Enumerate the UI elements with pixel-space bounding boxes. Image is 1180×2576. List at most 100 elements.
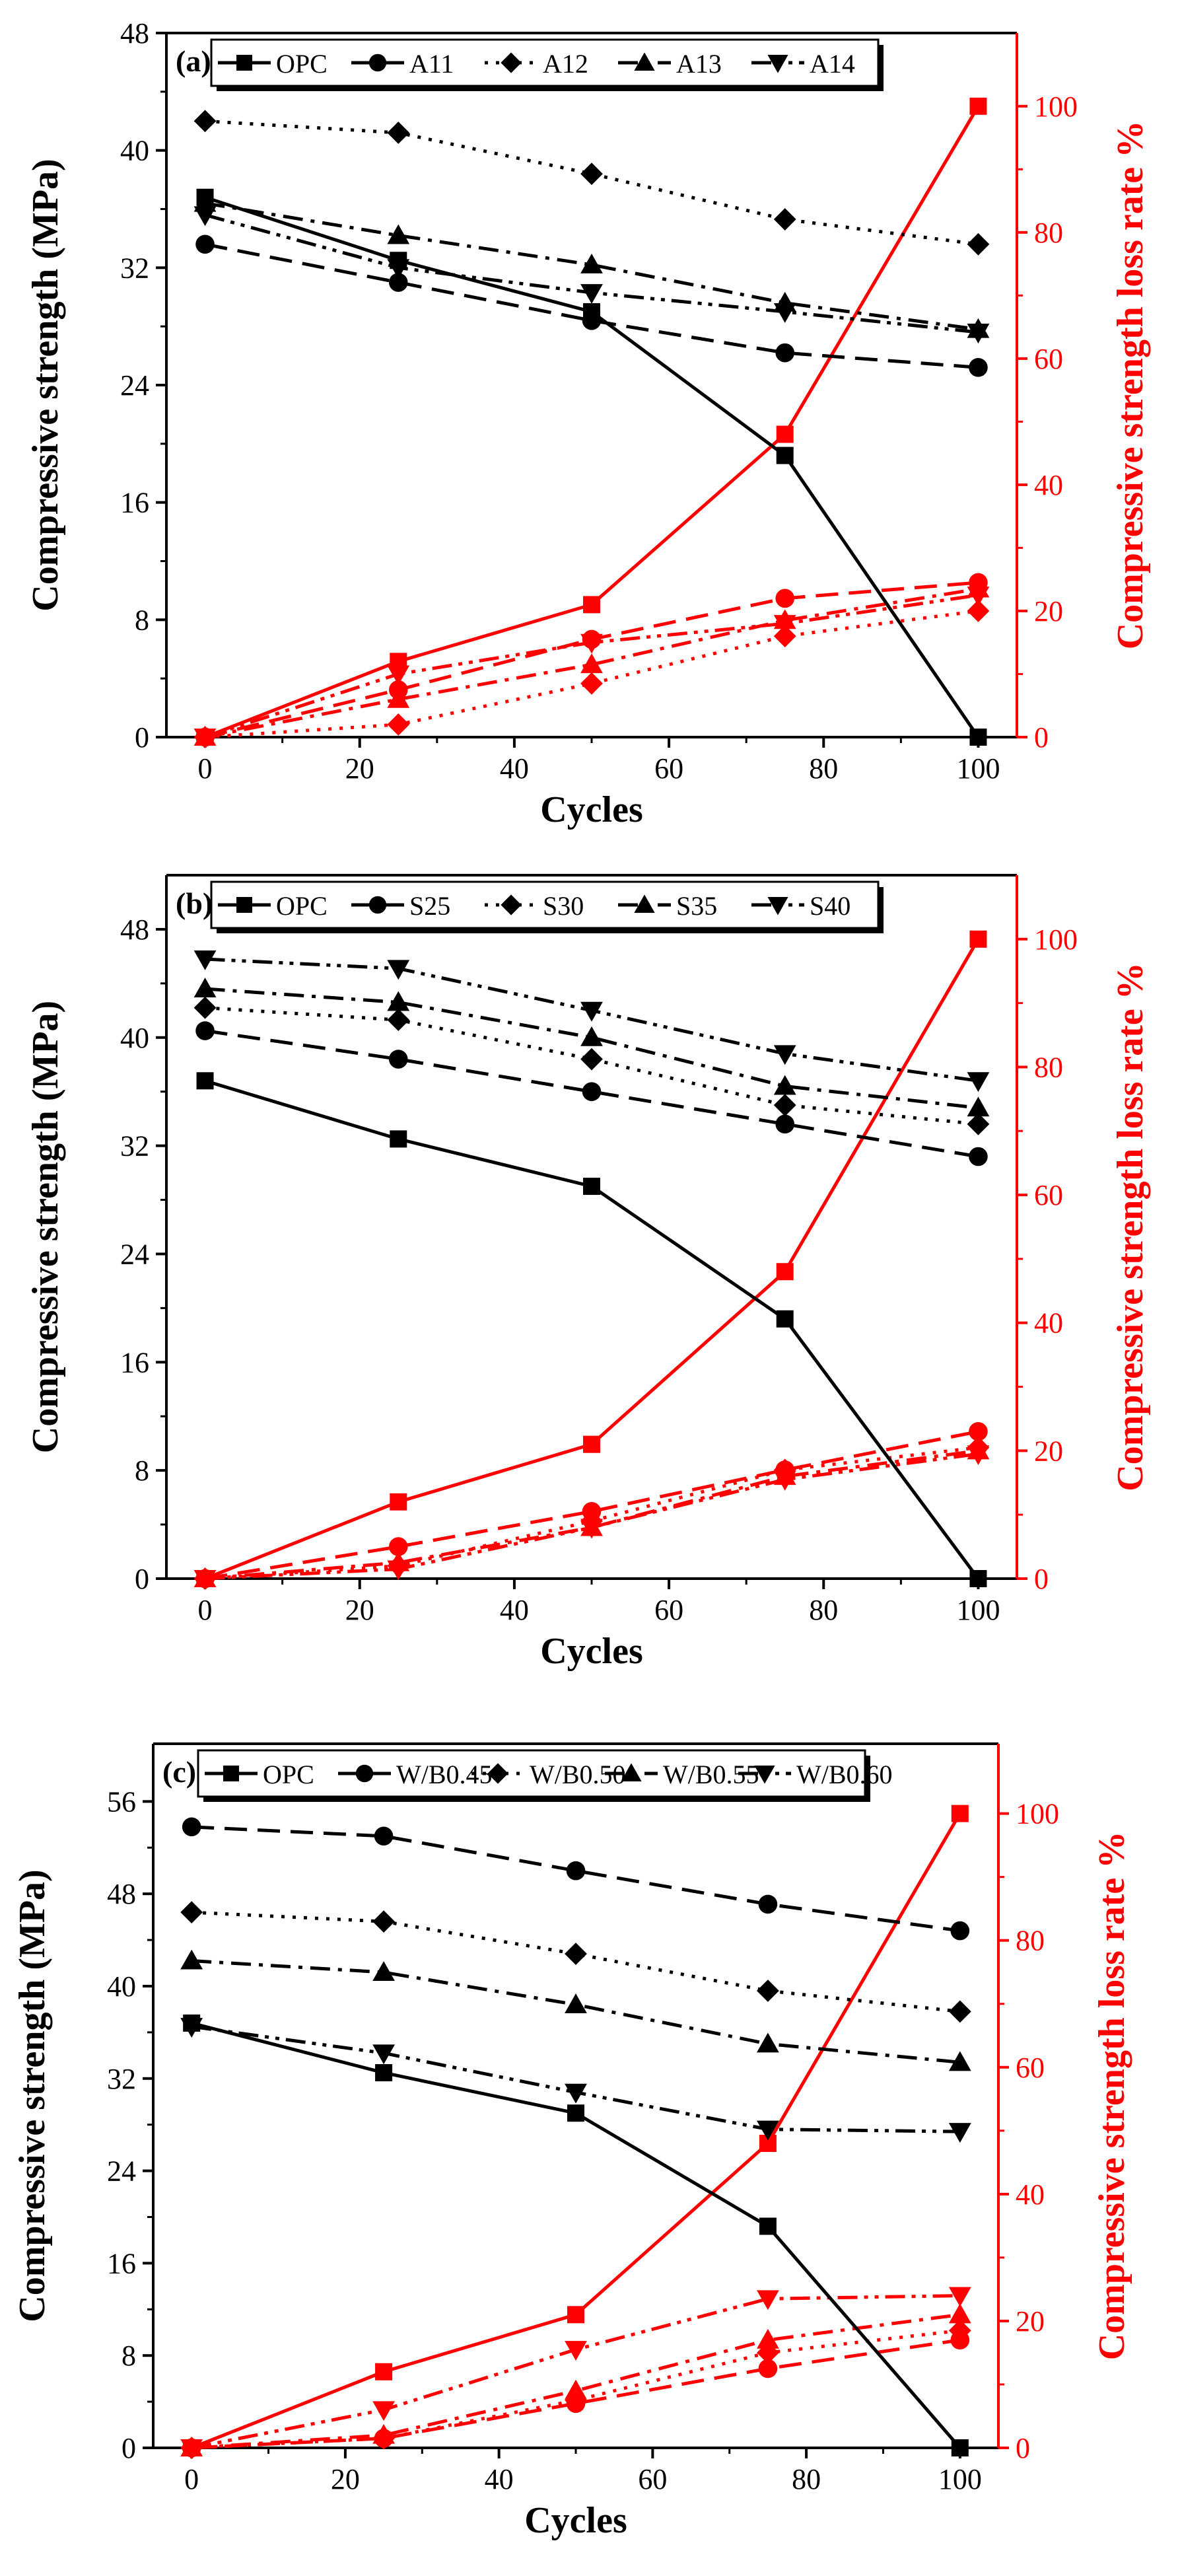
legend-marker-s25 bbox=[368, 896, 387, 914]
x-axis-title: Cycles bbox=[540, 789, 643, 830]
x-tick-label: 40 bbox=[485, 2463, 514, 2495]
loss-series-s30 bbox=[193, 1436, 990, 1590]
strength-point-a14 bbox=[967, 324, 990, 343]
y-tick-label: 32 bbox=[120, 252, 149, 284]
loss-point-a13 bbox=[580, 653, 603, 674]
loss-point-s40 bbox=[773, 1470, 796, 1491]
y-tick-label: 48 bbox=[120, 913, 149, 946]
y-tick-label: 8 bbox=[121, 2340, 136, 2372]
strength-point-s30 bbox=[580, 1048, 603, 1071]
x-tick-label: 40 bbox=[500, 752, 529, 785]
strength-series-s40 bbox=[193, 950, 990, 1092]
legend-label-opc: OPC bbox=[276, 891, 328, 921]
y-tick-label: 16 bbox=[107, 2247, 136, 2279]
loss-series-a12 bbox=[193, 600, 990, 748]
strength-point-a12 bbox=[193, 110, 217, 133]
loss-point-opc bbox=[776, 1263, 794, 1281]
strength-point-a14 bbox=[193, 206, 217, 227]
loss-point-w-b0-55 bbox=[757, 2328, 779, 2349]
loss-point-opc bbox=[951, 1805, 969, 1822]
strength-point-opc bbox=[969, 1570, 987, 1587]
strength-point-s40 bbox=[580, 1001, 603, 1022]
x-tick-label: 20 bbox=[345, 752, 374, 785]
strength-point-s25 bbox=[775, 1114, 795, 1134]
legend-label-opc: OPC bbox=[276, 49, 328, 79]
strength-point-opc bbox=[969, 729, 987, 746]
y-tick-label: 48 bbox=[120, 17, 149, 50]
loss-point-opc bbox=[375, 2363, 393, 2380]
loss-point-w-b0-55 bbox=[565, 2379, 587, 2400]
y2-tick-label: 40 bbox=[1034, 469, 1063, 501]
legend-label-a14: A14 bbox=[810, 49, 855, 79]
loss-line-w-b0-55 bbox=[191, 2312, 961, 2450]
loss-series-a14 bbox=[193, 587, 990, 748]
strength-point-w-b0-60 bbox=[372, 2044, 395, 2065]
y2-tick-label: 60 bbox=[1034, 343, 1063, 375]
y-tick-label: 32 bbox=[107, 2063, 136, 2095]
loss-point-a14 bbox=[580, 633, 603, 654]
loss-point-opc bbox=[969, 930, 987, 948]
strength-point-s30 bbox=[193, 996, 217, 1019]
strength-point-opc bbox=[390, 1130, 407, 1148]
legend-label-w-b0-60: W/B0.60 bbox=[796, 1760, 893, 1789]
loss-point-a12 bbox=[387, 713, 410, 736]
strength-point-opc bbox=[196, 1072, 214, 1090]
legend-label-opc: OPC bbox=[263, 1760, 314, 1789]
x-tick-label: 40 bbox=[500, 1594, 529, 1626]
legend-marker-w-b0-55 bbox=[621, 1763, 642, 1781]
loss-point-w-b0-55 bbox=[372, 2423, 395, 2444]
y-tick-label: 8 bbox=[135, 604, 149, 636]
strength-point-a12 bbox=[967, 233, 990, 256]
y2-axis-title: Compressive strength loss rate % bbox=[1092, 1832, 1132, 2361]
loss-point-opc bbox=[583, 1435, 600, 1453]
panel-label: (b) bbox=[176, 886, 213, 920]
strength-point-s30 bbox=[967, 1112, 990, 1135]
legend-label-a11: A11 bbox=[409, 49, 454, 79]
y2-tick-label: 0 bbox=[1016, 2432, 1030, 2464]
legend-marker-w-b0-60 bbox=[754, 1766, 775, 1784]
strength-series-w-b0-50 bbox=[180, 1901, 971, 2023]
strength-point-a14 bbox=[580, 284, 603, 304]
y-tick-label: 24 bbox=[120, 369, 149, 402]
strength-point-s35 bbox=[387, 991, 410, 1011]
loss-point-a14 bbox=[193, 729, 217, 748]
loss-point-s40 bbox=[387, 1560, 410, 1581]
loss-point-a14 bbox=[773, 615, 796, 635]
strength-point-s30 bbox=[773, 1094, 796, 1117]
legend-marker-s40 bbox=[767, 897, 788, 915]
strength-point-s35 bbox=[580, 1026, 603, 1046]
y2-tick-label: 100 bbox=[1034, 90, 1078, 123]
y-tick-label: 0 bbox=[135, 1563, 149, 1595]
strength-point-s25 bbox=[388, 1050, 408, 1069]
strength-point-s25 bbox=[195, 1021, 215, 1040]
x-axis-title: Cycles bbox=[524, 2500, 627, 2541]
y-tick-label: 56 bbox=[107, 1785, 136, 1818]
strength-point-w-b0-60 bbox=[180, 2018, 203, 2038]
legend-label-s40: S40 bbox=[810, 891, 850, 921]
loss-point-a11 bbox=[775, 589, 795, 608]
strength-point-w-b0-45 bbox=[182, 1817, 201, 1837]
strength-point-s35 bbox=[193, 978, 217, 998]
strength-point-s35 bbox=[773, 1075, 796, 1095]
strength-point-w-b0-45 bbox=[950, 1921, 970, 1941]
panel-label: (c) bbox=[162, 1755, 196, 1789]
y-tick-label: 48 bbox=[107, 1878, 136, 1910]
y-tick-label: 0 bbox=[121, 2432, 136, 2464]
loss-point-s25 bbox=[969, 1422, 988, 1441]
x-tick-label: 100 bbox=[938, 2463, 982, 2495]
strength-point-opc bbox=[776, 1310, 794, 1328]
strength-point-s40 bbox=[773, 1045, 796, 1065]
loss-point-opc bbox=[567, 2306, 584, 2324]
strength-point-w-b0-60 bbox=[565, 2083, 587, 2104]
panel-label: (a) bbox=[176, 44, 211, 78]
loss-point-opc bbox=[390, 1493, 407, 1511]
y2-tick-label: 40 bbox=[1016, 2178, 1045, 2211]
legend-marker-s30 bbox=[501, 894, 522, 915]
strength-series-a14 bbox=[193, 206, 990, 343]
legend-marker-opc bbox=[236, 897, 252, 913]
strength-series-w-b0-45 bbox=[182, 1817, 970, 1941]
strength-point-a11 bbox=[388, 273, 408, 292]
x-tick-label: 80 bbox=[809, 752, 838, 785]
strength-line-s30 bbox=[205, 1006, 979, 1126]
strength-point-w-b0-60 bbox=[948, 2123, 971, 2143]
